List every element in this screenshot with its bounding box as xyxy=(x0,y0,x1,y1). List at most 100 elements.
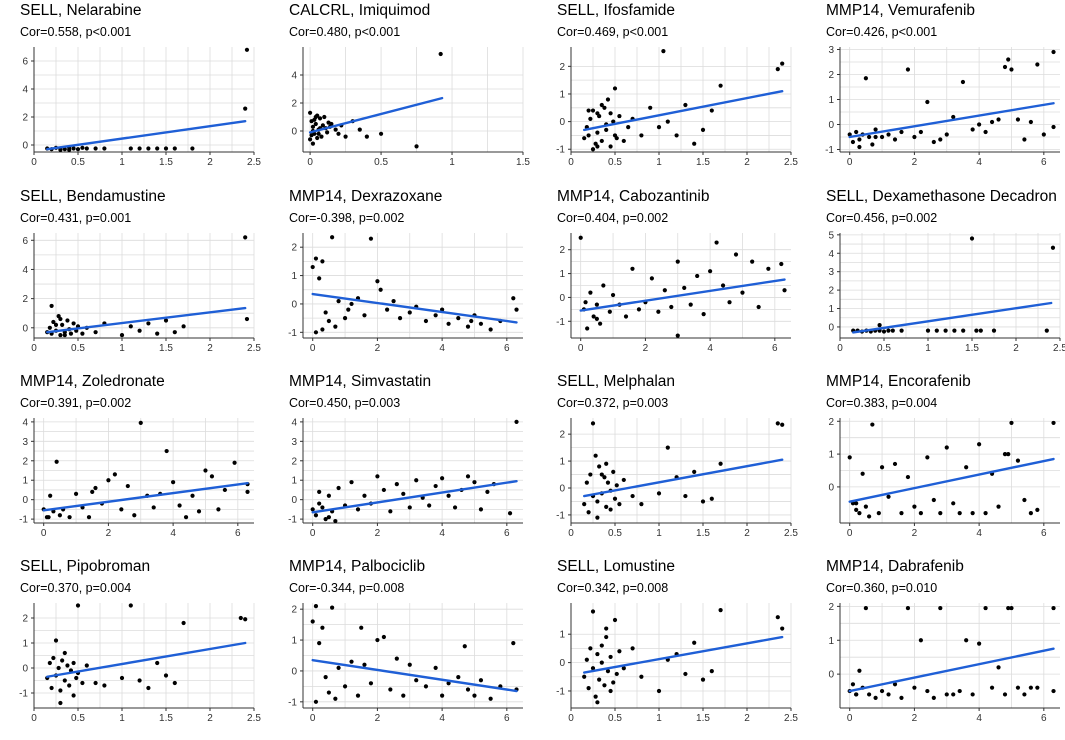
data-point xyxy=(892,461,898,467)
data-point xyxy=(1028,685,1033,690)
data-point xyxy=(1041,132,1046,137)
data-point xyxy=(1006,57,1011,62)
data-point xyxy=(886,494,891,499)
data-point xyxy=(323,675,328,680)
data-point xyxy=(970,511,975,516)
data-point xyxy=(879,688,885,694)
chart-panel: MMP14, Zoledronate Cor=0.391, p=0.002 0 2 4 6… xyxy=(0,371,266,555)
data-point xyxy=(595,700,600,705)
data-point xyxy=(163,318,169,323)
data-point xyxy=(1051,49,1056,55)
data-point xyxy=(62,147,67,152)
data-point xyxy=(938,605,943,611)
x-tick-label: 4 xyxy=(439,713,445,724)
data-point xyxy=(877,323,882,328)
x-tick-label: 2 xyxy=(207,157,213,168)
regression-line xyxy=(311,658,518,693)
data-point xyxy=(1002,64,1008,70)
data-point xyxy=(879,134,885,140)
y-tick-label: 1 xyxy=(291,636,297,647)
data-point xyxy=(244,316,250,322)
data-point xyxy=(656,688,662,694)
y-tick-label: 0 xyxy=(291,127,297,138)
data-point xyxy=(381,487,386,493)
regression-line xyxy=(46,641,247,678)
data-point xyxy=(608,654,613,660)
data-point xyxy=(446,321,451,326)
data-point xyxy=(80,680,85,686)
data-point xyxy=(172,146,177,151)
x-tick-label: 4 xyxy=(976,528,982,539)
data-point xyxy=(934,328,939,333)
y-tick-label: 6 xyxy=(22,236,28,247)
data-point xyxy=(222,487,227,493)
data-point xyxy=(630,266,635,271)
y-tick-label: -1 xyxy=(19,689,28,700)
y-tick-label: 2 xyxy=(291,456,297,467)
data-point xyxy=(394,482,399,487)
chart-title: SELL, Dexamethasone Decadron xyxy=(826,188,1057,205)
y-tick-label: 6 xyxy=(22,57,28,68)
x-tick-label: 6 xyxy=(772,343,778,354)
data-point xyxy=(601,283,606,288)
x-tick-label: 2.5 xyxy=(247,343,261,354)
data-point xyxy=(1009,605,1014,611)
y-tick-label: 1 xyxy=(22,476,28,487)
data-point xyxy=(857,137,862,142)
data-point xyxy=(857,668,862,673)
y-tick-label: 1 xyxy=(291,476,297,487)
data-point xyxy=(912,504,917,509)
data-point xyxy=(452,505,458,510)
chart-title: SELL, Ifosfamide xyxy=(557,2,676,19)
y-tick-label: -1 xyxy=(556,145,565,156)
data-point xyxy=(1015,458,1021,463)
data-point xyxy=(190,493,195,498)
x-tick-label: 1.5 xyxy=(159,713,173,724)
data-point xyxy=(892,682,898,687)
data-point xyxy=(612,86,618,91)
data-point xyxy=(847,455,852,460)
y-tick-label: 0 xyxy=(559,117,565,128)
data-point xyxy=(938,511,943,516)
data-point xyxy=(346,307,351,312)
data-point xyxy=(586,686,591,691)
data-point xyxy=(84,663,89,668)
correlation-label: Cor=0.360, p=0.010 xyxy=(826,581,938,595)
data-point xyxy=(918,129,923,135)
y-tick-label: 1 xyxy=(828,95,834,106)
data-point xyxy=(854,129,859,135)
data-point xyxy=(586,108,591,113)
data-point xyxy=(62,332,67,338)
x-tick-label: 1 xyxy=(656,528,662,539)
data-point xyxy=(391,299,396,304)
data-point xyxy=(1051,420,1056,426)
y-tick-label: 2 xyxy=(291,243,297,254)
x-tick-label: 2 xyxy=(375,713,381,724)
data-point xyxy=(469,318,474,324)
x-tick-label: 2.5 xyxy=(784,157,798,168)
data-point xyxy=(617,502,622,507)
data-point xyxy=(969,236,975,241)
data-point xyxy=(1009,67,1014,72)
data-point xyxy=(326,318,331,324)
data-point xyxy=(604,504,609,509)
data-point xyxy=(639,133,644,138)
data-point xyxy=(585,326,590,331)
data-point xyxy=(612,496,618,501)
data-point xyxy=(375,637,380,643)
chart-title: SELL, Lomustine xyxy=(557,558,676,575)
data-point xyxy=(775,67,780,72)
data-point xyxy=(378,287,383,292)
regression-line xyxy=(852,301,1053,334)
x-tick-label: 2 xyxy=(912,713,918,724)
data-point xyxy=(665,445,670,450)
x-tick-label: 4 xyxy=(170,528,176,539)
data-point xyxy=(333,518,338,524)
data-point xyxy=(440,693,445,698)
data-point xyxy=(1028,511,1033,516)
data-point xyxy=(964,465,969,470)
y-tick-label: 2 xyxy=(22,113,28,124)
data-point xyxy=(90,489,95,494)
